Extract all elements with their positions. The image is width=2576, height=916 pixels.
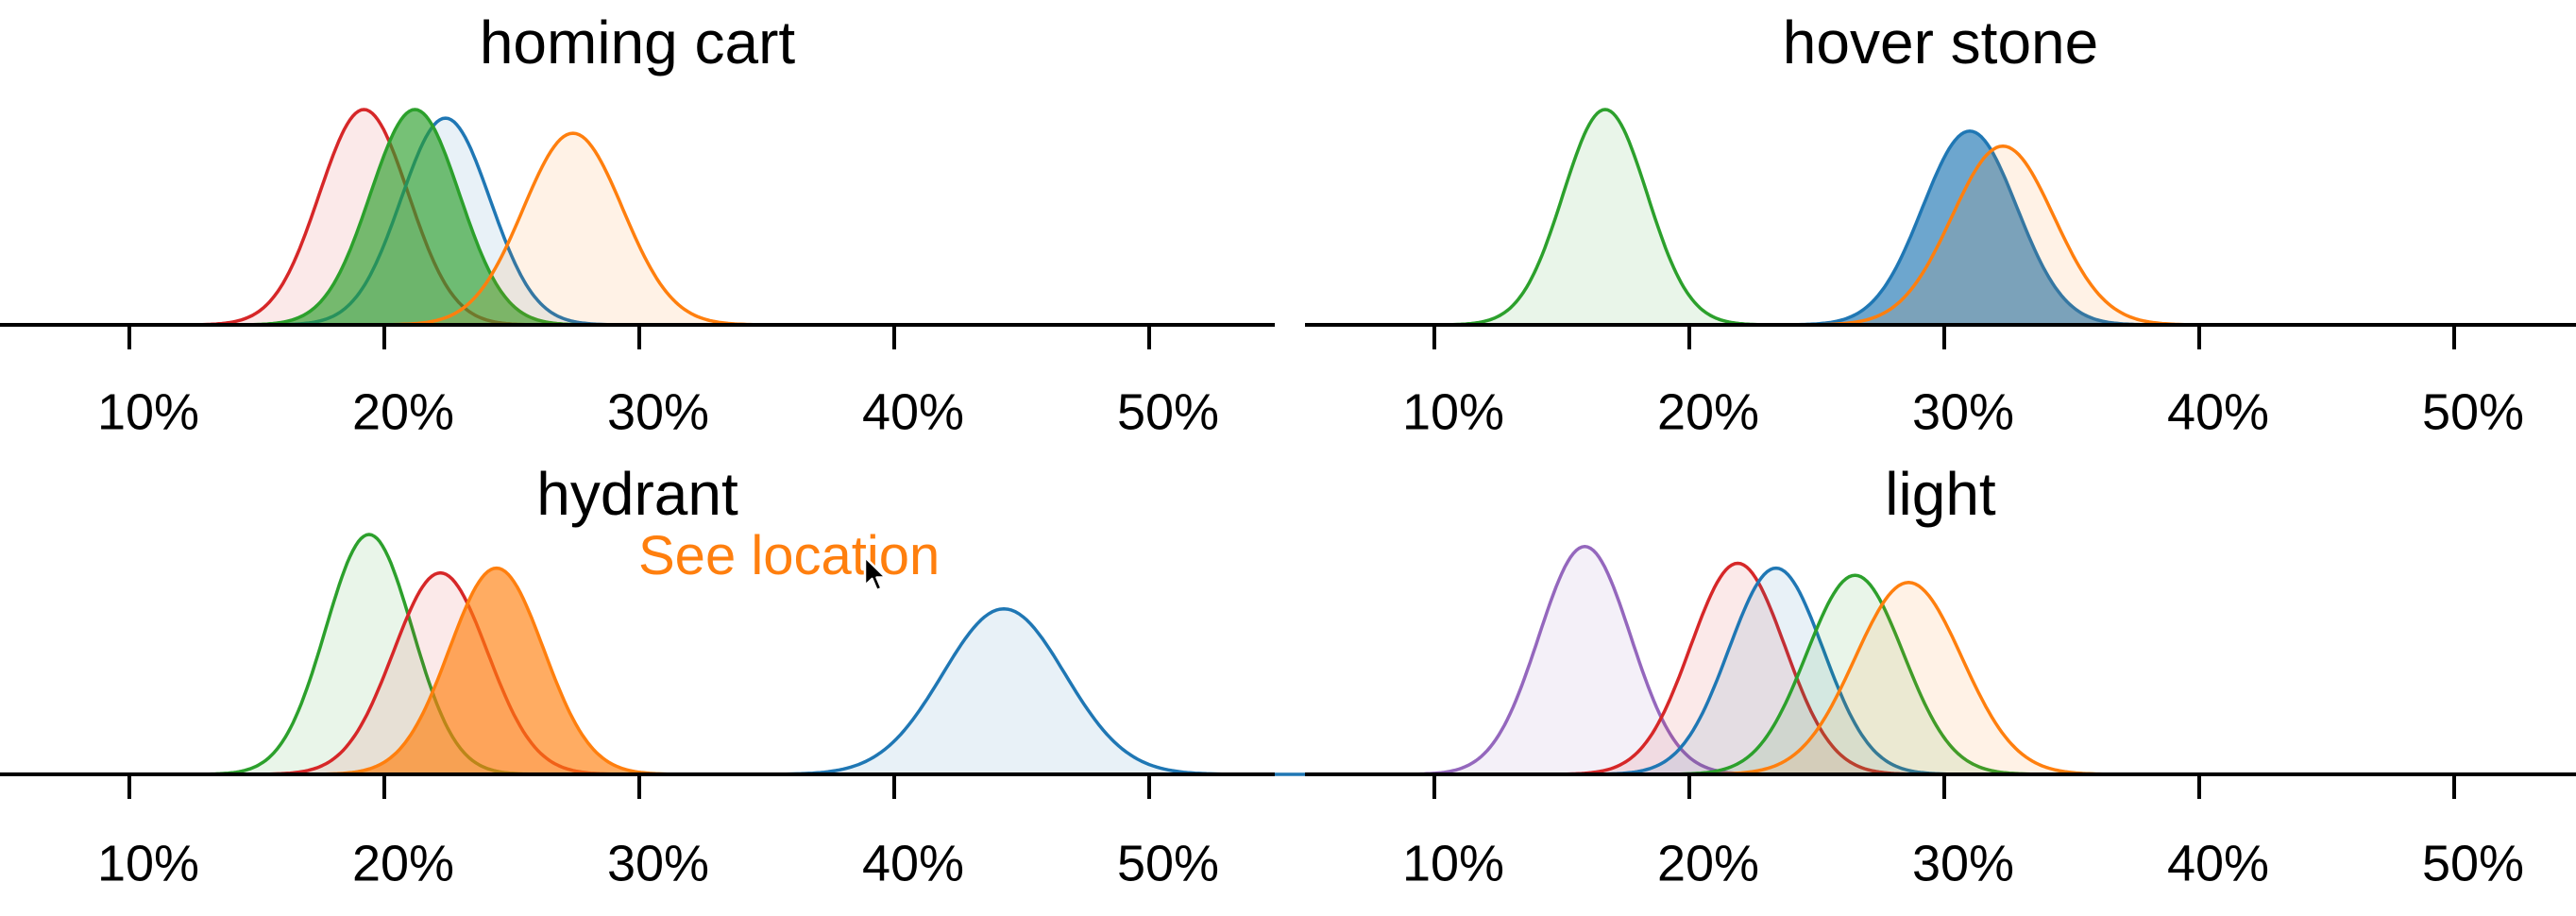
density-area-light-1 bbox=[1501, 563, 1974, 774]
density-area-homing-cart-3 bbox=[324, 133, 822, 325]
x-tick-label-homing-cart-4: 50% bbox=[1117, 383, 1219, 440]
x-tick-label-hover-stone-3: 40% bbox=[2167, 383, 2269, 440]
panel-light: light 10% 20% 30% 40% 50% bbox=[1305, 460, 2576, 891]
x-tick-label-light-3: 40% bbox=[2167, 835, 2269, 891]
density-area-hover-stone-1 bbox=[1734, 130, 2206, 325]
density-area-light-0 bbox=[1355, 546, 1815, 774]
x-tick-label-hover-stone-4: 50% bbox=[2422, 383, 2524, 440]
x-tick-label-homing-cart-2: 30% bbox=[607, 383, 709, 440]
x-tick-label-light-1: 20% bbox=[1657, 835, 1759, 891]
density-area-light-2 bbox=[1540, 568, 2012, 774]
x-tick-label-hover-stone-0: 10% bbox=[1402, 383, 1504, 440]
density-area-hydrant-3 bbox=[261, 568, 733, 774]
chart-title-light: light bbox=[1885, 460, 1996, 528]
x-tick-label-light-4: 50% bbox=[2422, 835, 2524, 891]
density-area-homing-cart-2 bbox=[192, 110, 638, 325]
x-tick-label-hover-stone-1: 20% bbox=[1657, 383, 1759, 440]
panel-hover-stone: hover stone 10% 20% 30% 40% 50% bbox=[1305, 8, 2576, 440]
x-tick-label-light-2: 30% bbox=[1912, 835, 2014, 891]
x-tick-label-hydrant-3: 40% bbox=[862, 835, 964, 891]
x-tick-label-hover-stone-2: 30% bbox=[1912, 383, 2014, 440]
x-tick-label-hydrant-0: 10% bbox=[97, 835, 199, 891]
x-tick-label-hydrant-1: 20% bbox=[352, 835, 454, 891]
panel-homing-cart: homing cart 10% 20% 30% 40% 50% bbox=[0, 8, 1275, 440]
x-tick-label-light-0: 10% bbox=[1402, 835, 1504, 891]
density-area-hydrant-0 bbox=[152, 534, 586, 774]
see-location-link[interactable]: See location bbox=[638, 525, 941, 586]
density-area-light-4 bbox=[1640, 582, 2177, 774]
panel-hydrant: hydrant 10% 20% 30% 40% 50% bbox=[0, 460, 1311, 891]
x-tick-label-hydrant-2: 30% bbox=[607, 835, 709, 891]
density-area-hydrant-2 bbox=[698, 608, 1311, 774]
chart-title-hover-stone: hover stone bbox=[1783, 8, 2098, 76]
chart-title-homing-cart: homing cart bbox=[480, 8, 796, 76]
density-area-light-3 bbox=[1613, 575, 2097, 774]
x-tick-label-homing-cart-3: 40% bbox=[862, 383, 964, 440]
x-tick-label-hydrant-4: 50% bbox=[1117, 835, 1219, 891]
x-tick-label-homing-cart-1: 20% bbox=[352, 383, 454, 440]
chart-title-hydrant: hydrant bbox=[536, 460, 738, 528]
x-tick-label-homing-cart-0: 10% bbox=[97, 383, 199, 440]
arrow-cursor-icon bbox=[863, 555, 888, 592]
density-area-hover-stone-0 bbox=[1395, 110, 1816, 325]
density-area-hover-stone-2 bbox=[1748, 145, 2259, 325]
